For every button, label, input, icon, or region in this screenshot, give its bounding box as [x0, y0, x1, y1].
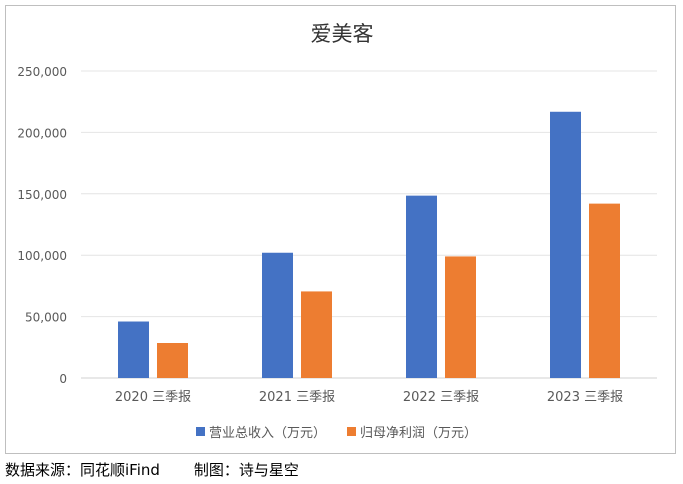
bar-revenue: [406, 195, 437, 378]
y-tick-label: 150,000: [17, 188, 67, 202]
y-tick-label: 50,000: [25, 311, 67, 325]
bar-revenue: [118, 321, 149, 378]
y-tick-label: 100,000: [17, 249, 67, 263]
footer: 数据来源：同花顺iFind 制图：诗与星空: [5, 459, 299, 480]
bar-chart: 爱美客 0 50,000 100,000 150,000 200,000 250,000 2…: [17, 22, 657, 441]
y-tick-label: 0: [59, 372, 67, 386]
source-note: 数据来源：同花顺iFind: [5, 461, 160, 479]
x-tick-label: 2020 三季报: [115, 390, 191, 405]
y-tick-label: 200,000: [17, 126, 67, 140]
legend-label: 归母净利润（万元）: [360, 426, 477, 441]
legend-swatch: [347, 427, 356, 436]
bar-net-profit: [589, 203, 620, 378]
author-note: 制图：诗与星空: [193, 461, 299, 479]
x-tick-label: 2021 三季报: [259, 390, 335, 405]
y-tick-label: 250,000: [17, 65, 67, 79]
bar-net-profit: [157, 343, 188, 378]
legend-swatch: [196, 427, 205, 436]
chart-frame: 爱美客 0 50,000 100,000 150,000 200,000 250,000 2…: [5, 5, 676, 454]
bar-net-profit: [301, 291, 332, 378]
bar-revenue: [262, 252, 293, 378]
x-tick-label: 2023 三季报: [547, 390, 623, 405]
legend-label: 营业总收入（万元）: [209, 426, 326, 441]
bar-net-profit: [445, 256, 476, 378]
bar-revenue: [550, 111, 581, 379]
x-tick-label: 2022 三季报: [403, 390, 479, 405]
chart-title: 爱美客: [311, 22, 374, 46]
